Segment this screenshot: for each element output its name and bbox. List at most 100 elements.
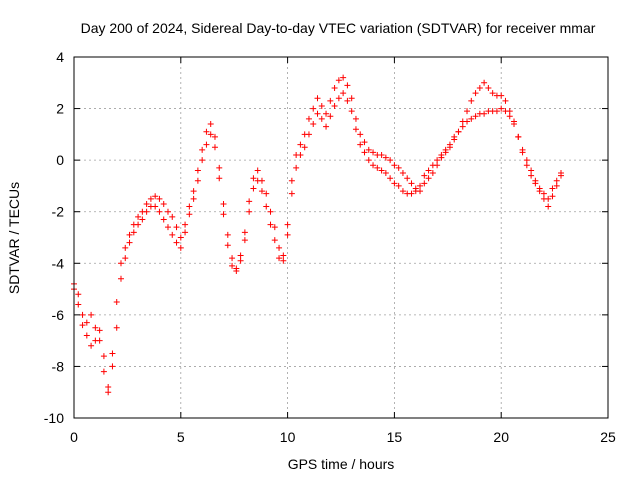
- data-point: [395, 182, 402, 189]
- data-point: [164, 208, 171, 215]
- data-point: [361, 149, 368, 156]
- data-point: [177, 234, 184, 241]
- data-point: [109, 350, 116, 357]
- data-point: [100, 353, 107, 360]
- data-point: [267, 221, 274, 228]
- data-point: [75, 291, 82, 298]
- data-point: [258, 188, 265, 195]
- data-point: [327, 97, 334, 104]
- data-point: [88, 342, 95, 349]
- data-point: [220, 211, 227, 218]
- data-point: [152, 203, 159, 210]
- data-point: [186, 203, 193, 210]
- data-point: [246, 198, 253, 205]
- data-point: [143, 208, 150, 215]
- data-point: [352, 115, 359, 122]
- data-point: [327, 113, 334, 120]
- data-point: [523, 162, 530, 169]
- data-point: [553, 177, 560, 184]
- y-tick-label: -4: [52, 255, 65, 271]
- data-point: [310, 105, 317, 112]
- data-point: [75, 301, 82, 308]
- data-point: [553, 182, 560, 189]
- y-tick-label: 2: [56, 101, 64, 117]
- data-point: [92, 324, 99, 331]
- y-tick-label: 0: [56, 152, 64, 168]
- data-point: [83, 332, 90, 339]
- data-point: [528, 172, 535, 179]
- data-point: [382, 170, 389, 177]
- y-tick-label: -6: [52, 307, 65, 323]
- data-point: [335, 77, 342, 84]
- x-axis-label: GPS time / hours: [288, 456, 395, 472]
- data-point: [288, 190, 295, 197]
- data-point: [143, 200, 150, 207]
- data-point: [310, 121, 317, 128]
- data-point: [237, 257, 244, 264]
- data-point: [241, 229, 248, 236]
- data-point: [558, 170, 565, 177]
- data-point: [387, 157, 394, 164]
- chart-grid: [74, 57, 608, 418]
- data-point: [113, 324, 120, 331]
- data-point: [318, 115, 325, 122]
- data-point: [126, 231, 133, 238]
- data-point: [370, 162, 377, 169]
- data-point: [476, 84, 483, 91]
- data-point: [352, 126, 359, 133]
- data-point: [434, 157, 441, 164]
- data-point: [506, 113, 513, 120]
- data-point: [246, 208, 253, 215]
- data-point: [464, 118, 471, 125]
- data-point: [378, 151, 385, 158]
- chart-title: Day 200 of 2024, Sidereal Day-to-day VTE…: [81, 20, 596, 36]
- data-point: [374, 164, 381, 171]
- data-point: [280, 252, 287, 259]
- data-point: [357, 131, 364, 138]
- data-point: [254, 167, 261, 174]
- data-point: [297, 141, 304, 148]
- data-point: [498, 105, 505, 112]
- data-point: [92, 337, 99, 344]
- x-tick-label: 0: [70, 429, 78, 445]
- data-point: [117, 275, 124, 282]
- data-point: [160, 216, 167, 223]
- data-point: [357, 141, 364, 148]
- data-point: [288, 177, 295, 184]
- data-point: [382, 154, 389, 161]
- data-point: [532, 177, 539, 184]
- data-point: [314, 110, 321, 117]
- data-point: [318, 102, 325, 109]
- data-point: [468, 115, 475, 122]
- data-point: [271, 224, 278, 231]
- data-point: [438, 151, 445, 158]
- data-point: [250, 185, 257, 192]
- data-point: [446, 141, 453, 148]
- data-point: [498, 92, 505, 99]
- data-point: [194, 167, 201, 174]
- data-point: [182, 221, 189, 228]
- data-point: [182, 229, 189, 236]
- data-point: [297, 151, 304, 158]
- data-point: [203, 141, 210, 148]
- data-point: [186, 211, 193, 218]
- data-point: [472, 113, 479, 120]
- data-point: [79, 311, 86, 318]
- data-point: [88, 311, 95, 318]
- data-point: [216, 164, 223, 171]
- data-point: [493, 108, 500, 115]
- y-axis-label: SDTVAR / TECUs: [6, 182, 22, 294]
- data-point: [549, 193, 556, 200]
- data-point: [122, 244, 129, 251]
- data-point: [199, 157, 206, 164]
- data-point: [79, 322, 86, 329]
- data-point: [335, 95, 342, 102]
- data-point: [545, 195, 552, 202]
- data-point: [344, 82, 351, 89]
- data-point: [220, 200, 227, 207]
- data-point: [207, 121, 214, 128]
- data-point: [399, 188, 406, 195]
- data-point: [340, 74, 347, 81]
- data-point: [276, 244, 283, 251]
- data-point: [442, 146, 449, 153]
